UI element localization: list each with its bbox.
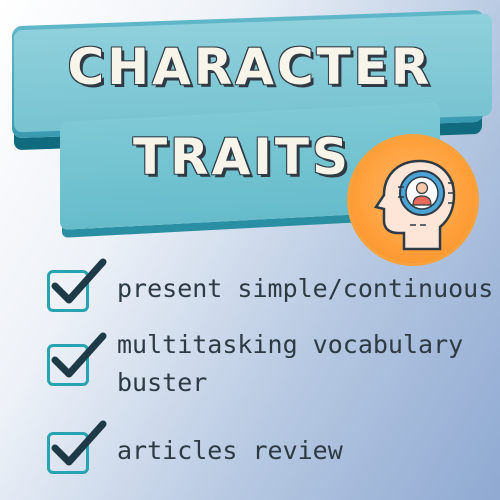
head-with-person-icon	[373, 159, 456, 251]
item-text: multitasking vocabulary buster	[117, 326, 463, 402]
title-line-2: TRAITS	[132, 128, 352, 186]
checkmark-icon	[51, 332, 107, 378]
checkbox-icon	[47, 270, 89, 312]
title-line-1: CHARACTER	[67, 38, 433, 96]
checkbox-icon	[47, 432, 89, 474]
checkbox-icon	[47, 344, 89, 386]
item-text: articles review	[117, 436, 343, 465]
item-text-line-2: buster	[117, 368, 208, 397]
item-text: present simple/continuous	[117, 274, 494, 303]
item-text-line-1: multitasking vocabulary	[117, 330, 464, 359]
checkmark-icon	[51, 420, 107, 466]
checkmark-icon	[51, 258, 107, 304]
head-badge	[347, 134, 479, 266]
